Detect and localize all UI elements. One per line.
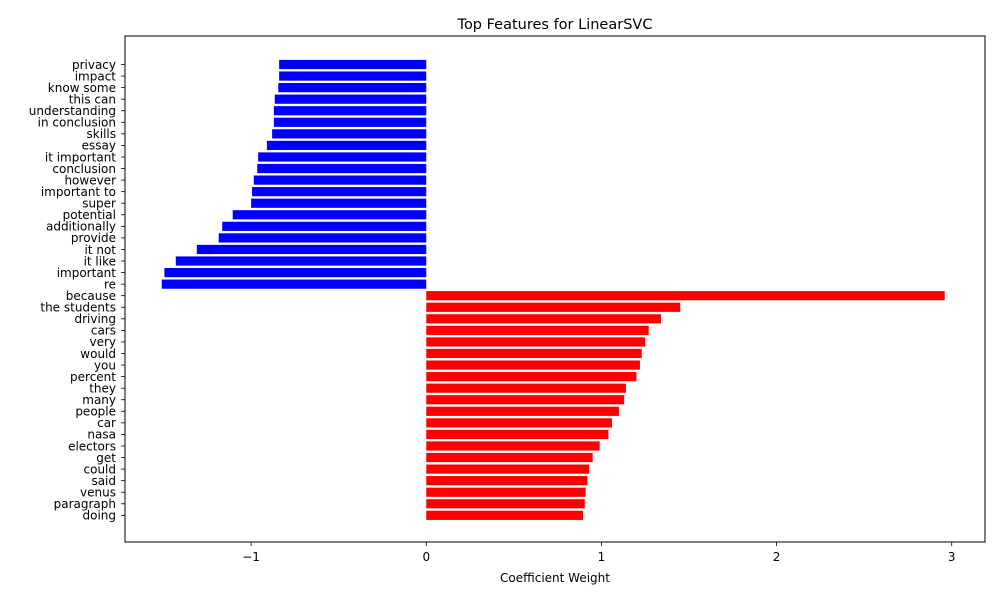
- category-label: very: [89, 335, 116, 349]
- x-tick-label: 3: [948, 550, 956, 564]
- category-label: super: [82, 197, 116, 211]
- bar-could: [426, 464, 590, 474]
- category-label: because: [66, 289, 116, 303]
- category-label: it not: [84, 243, 116, 257]
- category-label: re: [104, 277, 116, 291]
- bar-privacy: [279, 59, 427, 70]
- category-label: you: [94, 358, 116, 372]
- bar-said: [426, 476, 588, 486]
- category-label: potential: [63, 208, 116, 222]
- x-tick-label: 2: [773, 550, 781, 564]
- category-label: privacy: [72, 58, 116, 72]
- category-label: in conclusion: [38, 116, 116, 130]
- x-tick-label: −1: [242, 550, 260, 564]
- category-label: understanding: [29, 104, 116, 118]
- bar-they: [426, 383, 626, 393]
- category-label: driving: [74, 312, 116, 326]
- bar-this-can: [274, 94, 427, 104]
- category-label: nasa: [87, 428, 116, 442]
- category-label: it like: [84, 254, 116, 268]
- category-label: this can: [69, 92, 116, 106]
- bar-people: [426, 406, 619, 416]
- bar-car: [426, 418, 612, 428]
- bar-additionally: [222, 221, 427, 231]
- bar-however: [253, 175, 427, 185]
- category-label: percent: [70, 370, 116, 384]
- bar-impact: [279, 71, 427, 81]
- x-tick-label: 0: [422, 550, 430, 564]
- bar-get: [426, 452, 593, 463]
- plot-frame: [124, 35, 986, 543]
- bar-conclusion: [257, 163, 427, 174]
- bar-essay: [266, 140, 427, 151]
- bar-provide: [218, 233, 427, 243]
- category-label: paragraph: [54, 497, 116, 511]
- category-label: important to: [41, 185, 116, 199]
- bar-super: [251, 198, 427, 208]
- bar-skills: [272, 129, 427, 139]
- category-label: it important: [45, 150, 116, 164]
- category-label: they: [89, 381, 116, 395]
- x-tick-label: 1: [598, 550, 606, 564]
- category-label: could: [84, 462, 117, 476]
- category-label: many: [82, 393, 116, 407]
- category-label: said: [91, 474, 116, 488]
- category-label: however: [64, 173, 116, 187]
- bar-percent: [426, 372, 637, 382]
- bar-know-some: [278, 83, 427, 93]
- bar-cars: [426, 325, 649, 335]
- category-label: the students: [40, 301, 116, 315]
- chart-title: Top Features for LinearSVC: [457, 17, 653, 33]
- bar-nasa: [426, 429, 609, 440]
- bar-very: [426, 337, 646, 347]
- category-label: additionally: [46, 220, 116, 234]
- category-label: know some: [48, 81, 116, 95]
- category-label: would: [80, 347, 116, 361]
- bar-you: [426, 360, 640, 370]
- category-label: doing: [82, 509, 116, 523]
- category-label: car: [97, 416, 116, 430]
- category-label: electors: [68, 439, 116, 453]
- bar-electors: [426, 441, 600, 451]
- category-label: impact: [75, 69, 117, 83]
- bar-in-conclusion: [273, 117, 427, 127]
- bar-would: [426, 348, 642, 359]
- bar-doing: [426, 510, 584, 520]
- bar-many: [426, 395, 625, 405]
- bar-because: [426, 291, 945, 301]
- bar-venus: [426, 487, 586, 497]
- bar-important: [164, 267, 427, 278]
- bars-layer: [161, 59, 945, 520]
- category-label: cars: [91, 324, 116, 338]
- x-axis-ticks-layer: −1 0 1 2 3: [242, 542, 956, 564]
- category-label: venus: [80, 486, 116, 500]
- bar-understanding: [273, 106, 427, 116]
- category-label: skills: [87, 127, 116, 141]
- category-label: people: [75, 405, 116, 419]
- bar-it-like: [175, 256, 427, 266]
- bar-important-to: [251, 187, 427, 197]
- category-label: conclusion: [52, 162, 116, 176]
- bar-the-students: [426, 302, 681, 312]
- bar-potential: [232, 210, 427, 220]
- bar-re: [161, 279, 427, 289]
- bar-paragraph: [426, 499, 585, 509]
- bar-driving: [426, 314, 661, 324]
- x-axis-title: Coefficient Weight: [500, 571, 610, 585]
- category-label: get: [96, 451, 116, 465]
- bar-it-not: [196, 244, 427, 255]
- category-label: essay: [82, 139, 116, 153]
- bar-it-important: [258, 152, 427, 162]
- category-label: important: [57, 266, 117, 280]
- category-label: provide: [71, 231, 116, 245]
